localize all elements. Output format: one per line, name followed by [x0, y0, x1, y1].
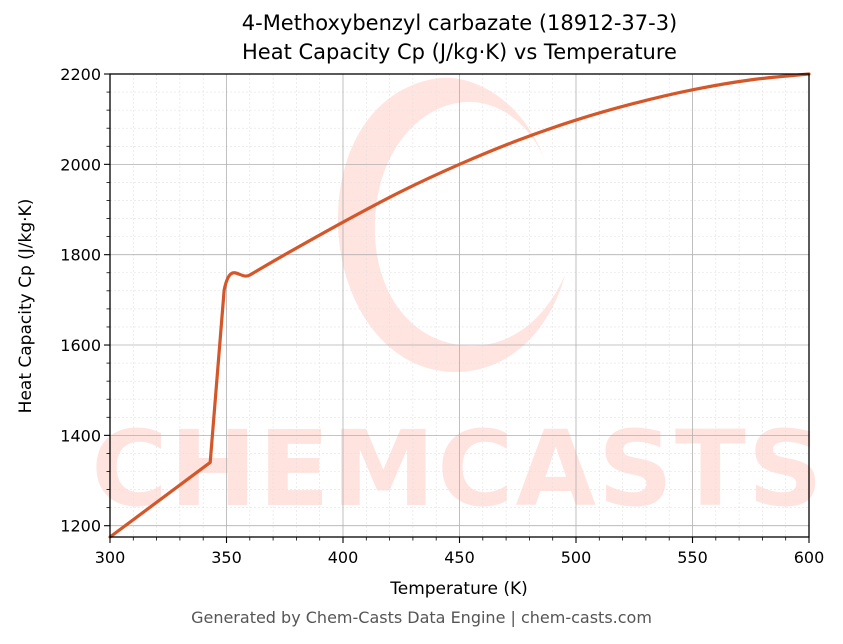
y-tick-label: 1800	[60, 246, 101, 265]
x-tick-label: 400	[328, 548, 359, 567]
footer-credit: Generated by Chem-Casts Data Engine | ch…	[191, 608, 652, 627]
x-tick-label: 450	[444, 548, 475, 567]
y-tick-label: 1200	[60, 517, 101, 536]
axis-tick-labels: 300 350 400 450 500 550 600 1200 1400 1600 1800 200…	[60, 65, 824, 567]
y-tick-label: 2200	[60, 65, 101, 84]
y-tick-label: 1400	[60, 426, 101, 445]
x-tick-label: 500	[561, 548, 592, 567]
chart-subtitle: Heat Capacity Cp (J/kg·K) vs Temperature	[242, 40, 677, 64]
axis-ticks	[104, 73, 810, 543]
x-tick-label: 300	[95, 548, 126, 567]
chemcasts-watermark: CHEMCASTS	[91, 77, 823, 530]
y-tick-label: 2000	[60, 155, 101, 174]
series-line	[108, 72, 811, 539]
series-layer	[108, 72, 811, 539]
chart-title: 4-Methoxybenzyl carbazate (18912-37-3)	[241, 11, 678, 35]
y-tick-label: 1600	[60, 336, 101, 355]
x-tick-label: 600	[794, 548, 825, 567]
x-tick-label: 350	[211, 548, 242, 567]
y-axis-label: Heat Capacity Cp (J/kg·K)	[16, 199, 36, 414]
x-tick-label: 550	[677, 548, 708, 567]
x-axis-label: Temperature (K)	[389, 579, 528, 599]
